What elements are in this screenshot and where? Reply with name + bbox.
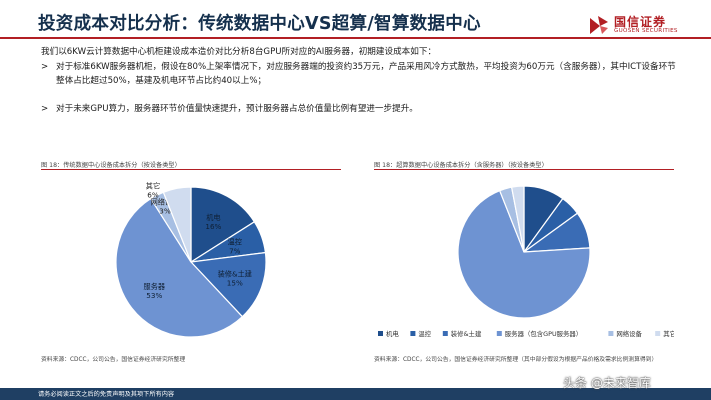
pie-data-label: 6% (147, 191, 159, 200)
right-figure-source: 资料来源：CDCC，公司公告，国信证券经济研究所整理（其中部分假设为根据产品价格… (374, 357, 658, 363)
title-divider (0, 37, 711, 39)
logo-name-cn: 国信证券 (614, 15, 667, 29)
legend-label: 机电 (386, 329, 399, 338)
pie-data-label: 服务器 (144, 282, 166, 291)
footer-disclaimer: 请务必阅读正文之后的免责声明及其项下所有内容 (38, 391, 175, 398)
left-figure-caption: 图 18：传统数据中心设备成本拆分（按设备类型） (41, 162, 181, 169)
legend-swatch (442, 331, 448, 336)
footer-bar (0, 388, 711, 400)
legend-swatch (410, 331, 416, 336)
watermark: 头条 @未来智库 (563, 376, 651, 390)
legend-swatch (378, 331, 383, 336)
company-logo: 国信证券 GUOSEN SECURITIES (588, 12, 698, 38)
legend-label: 温控 (418, 329, 431, 338)
pie-slice-3 (457, 189, 591, 319)
left-figure-source: 资料来源：CDCC，公司公告，国信证券经济研究所整理 (41, 357, 186, 363)
pie-data-label: 3% (159, 207, 171, 216)
legend-label: 装修&土建 (451, 329, 482, 338)
legend-label: 其它 (663, 329, 674, 338)
pie-data-label: 机电 (206, 213, 220, 222)
pie-data-label: 其它 (146, 182, 160, 191)
pie-slice-5 (510, 185, 525, 253)
bullet-text: 对于标准6KW服务器机柜，假设在80%上架率情况下，对应服务器端的投资约35万元… (56, 62, 676, 86)
pie-data-label: 装修&土建 (218, 269, 252, 278)
legend-swatch (608, 331, 614, 336)
pie-data-label: 7% (229, 247, 241, 256)
arrow-bullet-icon: > (41, 104, 49, 114)
page-title: 投资成本对比分析：传统数据中心VS超算/智算数据中心 (38, 14, 481, 34)
pie-data-label: 温控 (228, 238, 242, 247)
pie-data-label: 16% (205, 222, 221, 231)
right-figure-rule (374, 169, 674, 170)
legend-swatch (496, 331, 502, 336)
bullet-item: > 对于未来GPU算力，服务器环节价值量快速提升，预计服务器占总价值量比例有望进… (41, 102, 681, 116)
right-pie-chart: 机电 温控 装修&土建 服务器（包含GPU服务器） 网络设备 其它 (378, 185, 674, 338)
pie-slice-2 (189, 251, 267, 318)
legend-swatch (655, 331, 661, 336)
bullet-item: > 对于标准6KW服务器机柜，假设在80%上架率情况下，对应服务器端的投资约35… (41, 60, 681, 88)
pie-data-label: 15% (227, 278, 243, 287)
pie-slice-3 (115, 197, 244, 338)
left-figure-rule (41, 169, 341, 170)
arrow-bullet-icon: > (41, 62, 49, 72)
pie-data-label: 53% (146, 291, 162, 300)
pie-slice-0 (190, 186, 256, 264)
bullet-text: 对于未来GPU算力，服务器环节价值量快速提升，预计服务器占总价值量比例有望进一步… (56, 104, 418, 114)
intro-text: 我们以6KW云计算数据中心机柜建设成本造价对比分析8台GPU所对应的AI服务器，… (41, 47, 437, 57)
pie-slice-5 (162, 186, 192, 263)
logo-name-en: GUOSEN SECURITIES (614, 28, 678, 34)
pie-data-label: 网络设备 (151, 198, 180, 207)
guosen-logo-icon (590, 16, 608, 34)
legend-label: 服务器（包含GPU服务器） (505, 329, 582, 338)
legend-label: 网络设备 (616, 329, 642, 338)
right-figure-caption: 图 18：超算数据中心设备成本拆分（含服务器）（按设备类型） (374, 162, 548, 169)
